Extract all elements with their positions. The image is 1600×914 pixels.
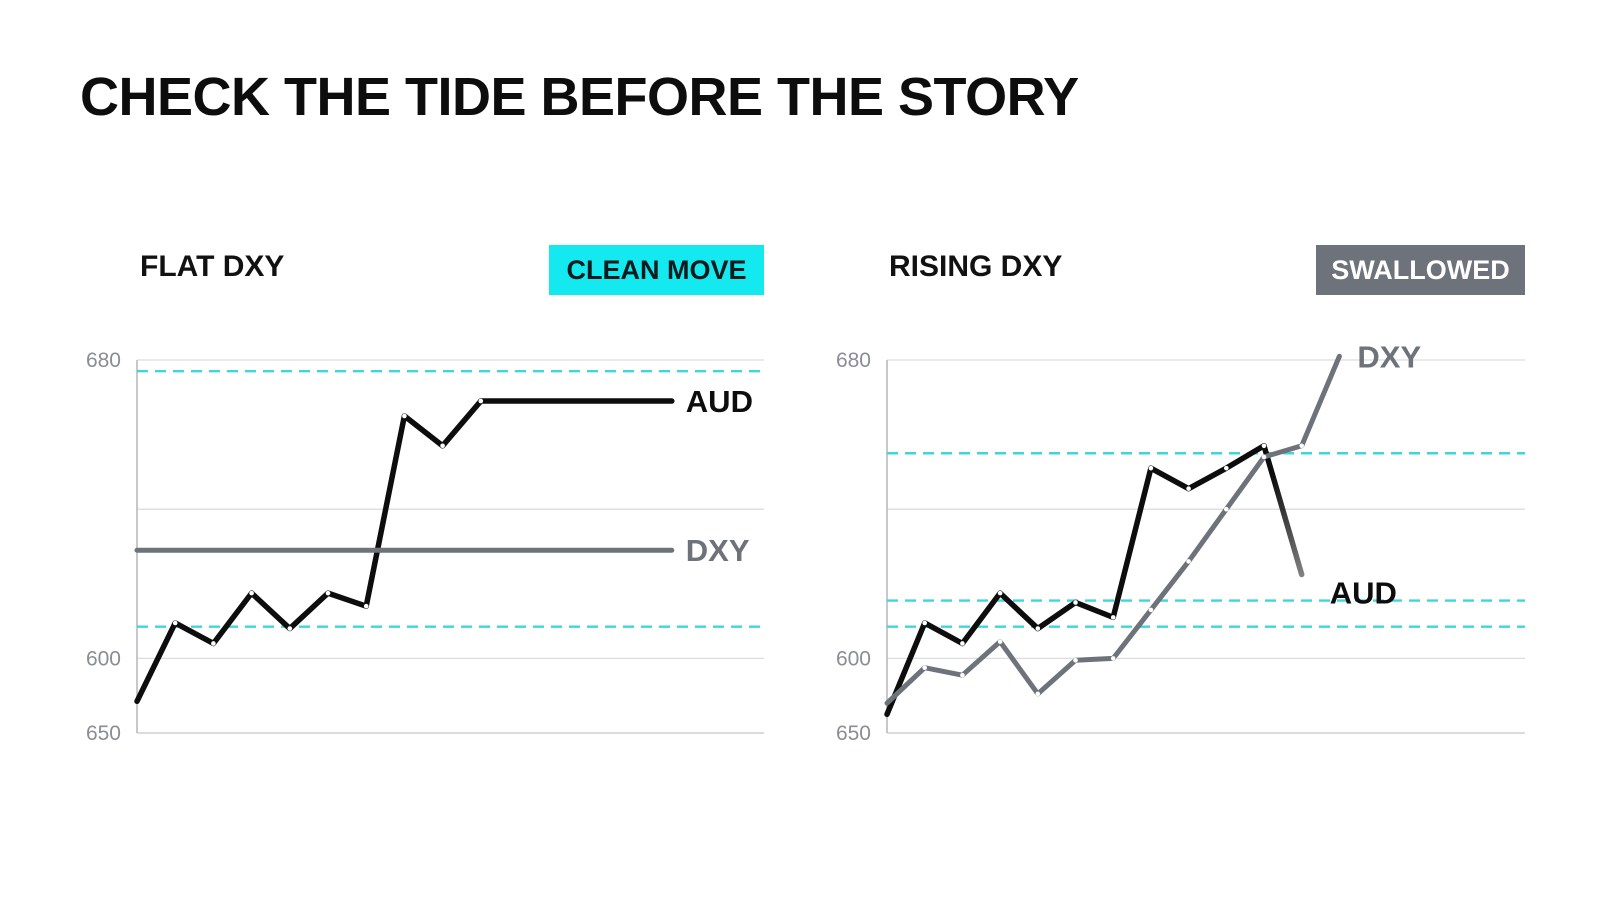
data-point <box>1186 559 1191 564</box>
data-point <box>1148 465 1154 471</box>
data-point <box>249 590 254 596</box>
data-point <box>287 626 293 631</box>
data-point <box>997 639 1003 644</box>
data-point <box>1110 656 1116 661</box>
data-point <box>1035 691 1041 697</box>
y-tick-label: 600 <box>86 647 121 670</box>
data-point <box>211 641 216 646</box>
data-point <box>402 413 407 419</box>
series-label-aud: AUD <box>1330 575 1397 610</box>
data-point <box>1299 443 1304 449</box>
data-point <box>1073 600 1078 605</box>
data-point <box>1035 626 1041 631</box>
series-label-aud: AUD <box>686 384 753 419</box>
y-tick-label: 600 <box>836 647 871 670</box>
series-label-dxy: DXY <box>1357 339 1421 374</box>
y-tick-label: 650 <box>836 722 871 745</box>
data-point <box>1186 486 1191 491</box>
panel-title-flat-dxy: FLAT DXY <box>140 250 285 283</box>
data-point <box>1110 615 1116 620</box>
data-point <box>1224 465 1229 471</box>
series-line-aud <box>884 443 1267 718</box>
data-point <box>1261 443 1267 449</box>
data-point <box>922 665 927 671</box>
series-label-dxy: DXY <box>686 533 750 568</box>
y-tick-label: 650 <box>86 722 121 745</box>
chart-flat-dxy: 680 600 650 AUD DXY <box>86 349 764 745</box>
data-point <box>960 672 965 678</box>
data-point <box>1224 506 1229 512</box>
data-point <box>922 620 927 626</box>
y-tick-label: 680 <box>836 349 871 372</box>
chart-rising-dxy: 680 600 650 AUD DXY <box>836 339 1525 745</box>
data-point <box>325 590 331 596</box>
data-point <box>172 620 178 626</box>
panel-title-rising-dxy: RISING DXY <box>889 250 1063 283</box>
series-line-dxy <box>884 353 1342 706</box>
page-title: CHECK THE TIDE BEFORE THE STORY <box>80 67 1079 127</box>
y-tick-label: 680 <box>86 349 121 372</box>
series-line-aud-fade <box>1261 443 1305 578</box>
data-point <box>363 603 369 609</box>
data-point <box>1261 454 1267 460</box>
data-point <box>960 641 965 646</box>
badge-clean-move: CLEAN MOVE <box>549 245 764 295</box>
data-point <box>440 443 445 449</box>
data-point <box>1148 607 1154 613</box>
data-point <box>997 590 1003 596</box>
data-point <box>1073 657 1078 663</box>
badge-swallowed: SWALLOWED <box>1316 245 1525 295</box>
data-point <box>478 398 484 404</box>
